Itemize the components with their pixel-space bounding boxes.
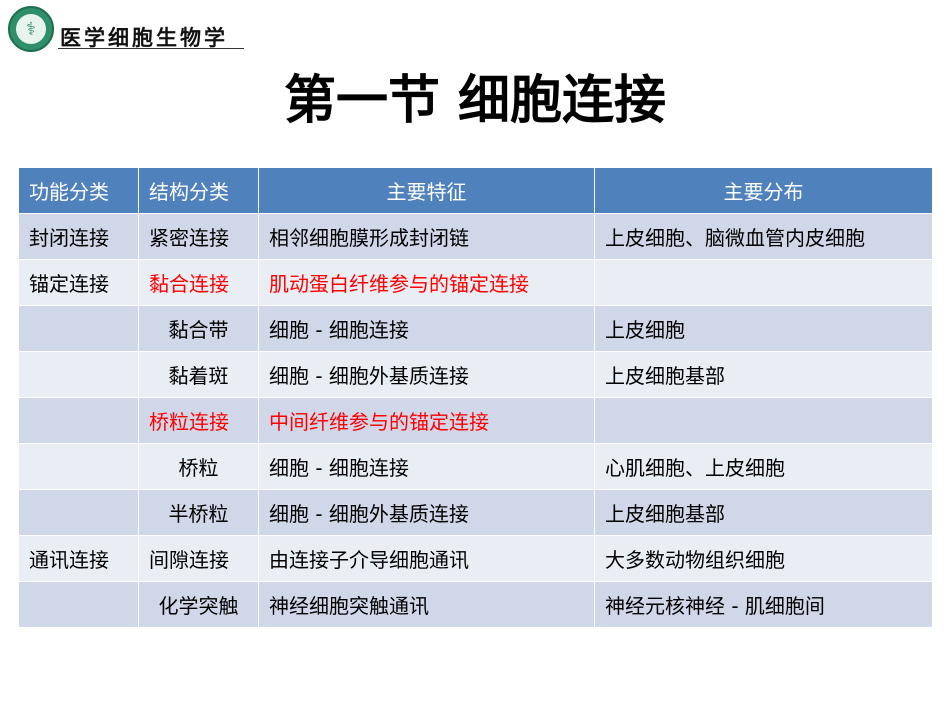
table-cell (18, 443, 139, 490)
course-brand: 医学细胞生物学 (60, 25, 228, 50)
column-header: 功能分类 (18, 167, 139, 214)
table-row: 化学突触 神经细胞突触通讯 神经元核神经 - 肌细胞间 (18, 581, 933, 628)
table-cell: 细胞 - 细胞外基质连接 (258, 351, 595, 398)
table-cell: 心肌细胞、上皮细胞 (594, 443, 933, 490)
table-cell: 黏合连接 (138, 259, 259, 306)
table-cell: 黏着斑 (138, 351, 259, 398)
table-cell (18, 489, 139, 536)
column-header: 结构分类 (138, 167, 259, 214)
table-cell: 紧密连接 (138, 213, 259, 260)
table-cell (18, 397, 139, 444)
table-cell: 锚定连接 (18, 259, 139, 306)
table-cell: 细胞 - 细胞连接 (258, 443, 595, 490)
table-row: 锚定连接 黏合连接 肌动蛋白纤维参与的锚定连接 (18, 259, 933, 306)
table-row: 桥粒 细胞 - 细胞连接 心肌细胞、上皮细胞 (18, 443, 933, 490)
table-cell: 相邻细胞膜形成封闭链 (258, 213, 595, 260)
table-cell: 封闭连接 (18, 213, 139, 260)
caduceus-icon: ⚕ (16, 14, 46, 44)
table-cell: 中间纤维参与的锚定连接 (258, 397, 595, 444)
table-cell: 细胞 - 细胞外基质连接 (258, 489, 595, 536)
table-cell: 间隙连接 (138, 535, 259, 582)
table-cell: 上皮细胞、脑微血管内皮细胞 (594, 213, 933, 260)
table-cell: 大多数动物组织细胞 (594, 535, 933, 582)
cell-junction-table: 功能分类 结构分类 主要特征 主要分布 封闭连接 紧密连接 相邻细胞膜形成封闭链 上皮… (18, 167, 933, 628)
brand-underline (58, 48, 244, 49)
table-cell: 上皮细胞基部 (594, 489, 933, 536)
table-cell: 通讯连接 (18, 535, 139, 582)
table-cell: 上皮细胞 (594, 305, 933, 352)
table-cell: 神经细胞突触通讯 (258, 581, 595, 628)
table-row: 封闭连接 紧密连接 相邻细胞膜形成封闭链 上皮细胞、脑微血管内皮细胞 (18, 213, 933, 260)
slide-title: 第一节 细胞连接 (283, 71, 667, 131)
table-row: 通讯连接 间隙连接 由连接子介导细胞通讯 大多数动物组织细胞 (18, 535, 933, 582)
table-cell: 神经元核神经 - 肌细胞间 (594, 581, 933, 628)
table-header-row: 功能分类 结构分类 主要特征 主要分布 (18, 167, 933, 214)
column-header: 主要特征 (258, 167, 595, 214)
table-cell (18, 581, 139, 628)
table-cell: 化学突触 (138, 581, 259, 628)
table-cell (18, 351, 139, 398)
table-row: 半桥粒 细胞 - 细胞外基质连接 上皮细胞基部 (18, 489, 933, 536)
table-cell (18, 305, 139, 352)
table-cell: 细胞 - 细胞连接 (258, 305, 595, 352)
table-cell (594, 397, 933, 444)
table-row: 黏着斑 细胞 - 细胞外基质连接 上皮细胞基部 (18, 351, 933, 398)
table-cell (594, 259, 933, 306)
university-seal-logo: ⚕ (8, 6, 54, 52)
table-cell: 桥粒连接 (138, 397, 259, 444)
table-cell: 由连接子介导细胞通讯 (258, 535, 595, 582)
table-cell: 黏合带 (138, 305, 259, 352)
table-cell: 桥粒 (138, 443, 259, 490)
table-row: 黏合带 细胞 - 细胞连接 上皮细胞 (18, 305, 933, 352)
table-cell: 半桥粒 (138, 489, 259, 536)
table-row: 桥粒连接 中间纤维参与的锚定连接 (18, 397, 933, 444)
table-cell: 肌动蛋白纤维参与的锚定连接 (258, 259, 595, 306)
table-cell: 上皮细胞基部 (594, 351, 933, 398)
column-header: 主要分布 (594, 167, 933, 214)
